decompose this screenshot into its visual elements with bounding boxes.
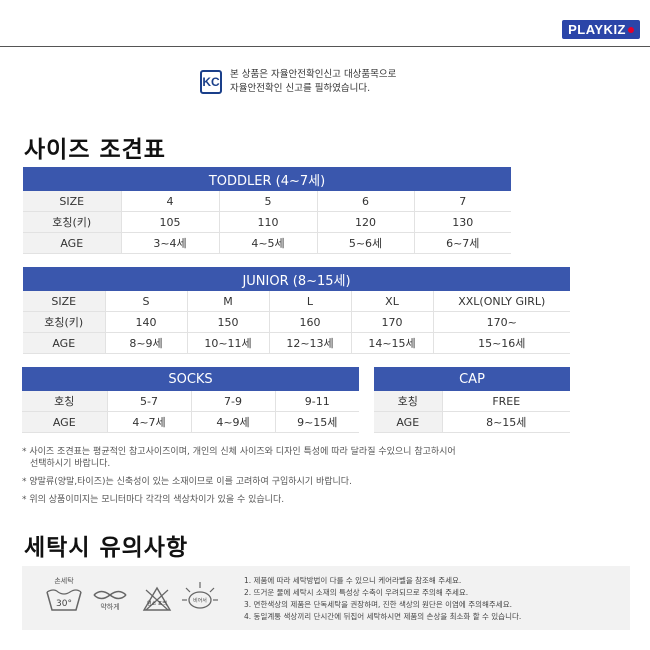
cell: 170: [350, 311, 433, 333]
junior-header: JUNIOR (8~15세): [23, 267, 570, 291]
junior-table: JUNIOR (8~15세) SIZE S M L XL XXL(ONLY GI…: [23, 267, 570, 354]
cell: 3~4세: [120, 232, 219, 254]
wash-label: 손세탁: [54, 577, 74, 585]
note-3: * 위의 상품이미지는 모니터마다 각각의 색상차이가 있을 수 있습니다.: [22, 495, 285, 505]
no-bleach-icon: 염소 표백: [142, 586, 172, 612]
kc-line-1: 본 상품은 자율안전확인신고 대상품목으로: [230, 69, 397, 80]
cell: 110: [218, 211, 317, 233]
table-row: 호칭 5-7 7-9 9-11: [22, 391, 359, 412]
cell: S: [104, 291, 187, 312]
cell: M: [186, 291, 269, 312]
cell: 4: [120, 191, 219, 212]
row-label: SIZE: [23, 191, 121, 212]
kc-mark-icon: KC: [200, 70, 222, 94]
table-row: 호칭 FREE: [374, 391, 570, 412]
table-row: 호칭(키) 105 110 120 130: [23, 211, 511, 233]
socks-table: SOCKS 호칭 5-7 7-9 9-11 AGE 4~7세 4~9세 9~15…: [22, 367, 359, 433]
cell: 120: [316, 211, 414, 233]
cell: 5-7: [106, 391, 191, 412]
cell: 150: [186, 311, 269, 333]
cell: 160: [268, 311, 351, 333]
cell: FREE: [441, 391, 570, 412]
socks-header: SOCKS: [22, 367, 359, 391]
dry-label: 비어서: [193, 597, 207, 604]
list-item: 3. 면한색상의 제품은 단독세탁을 권장하며, 진한 색상의 원단은 이염에 …: [244, 600, 512, 609]
table-row: 호칭(키) 140 150 160 170 170~: [23, 311, 570, 333]
row-label: 호칭(키): [23, 311, 105, 333]
row-label: 호칭(키): [23, 211, 121, 233]
toddler-header: TODDLER (4~7세): [23, 167, 511, 191]
row-label: AGE: [23, 232, 121, 254]
brand-logo[interactable]: PLAYKIZ: [562, 20, 640, 39]
table-row: AGE 8~15세: [374, 411, 570, 433]
cell: 12~13세: [268, 332, 351, 354]
note-2: * 양말류(양말,타이즈)는 신축성이 있는 소재이므로 이를 고려하여 구입하…: [22, 477, 352, 487]
note-1: * 사이즈 조견표는 평균적인 참고사이즈이며, 개인의 신체 사이즈와 디자인…: [22, 447, 456, 457]
cap-table: CAP 호칭 FREE AGE 8~15세: [374, 367, 570, 433]
size-chart-title: 사이즈 조견표: [24, 137, 166, 163]
note-1-cont: 선택하시기 바랍니다.: [30, 459, 111, 469]
cell: 105: [120, 211, 219, 233]
row-label: 호칭: [22, 391, 107, 412]
wash-temp: 30°: [56, 599, 72, 609]
cell: 5: [218, 191, 317, 212]
row-label: SIZE: [23, 291, 105, 312]
row-label: AGE: [23, 332, 105, 354]
table-row: SIZE S M L XL XXL(ONLY GIRL): [23, 291, 570, 312]
cell: 5~6세: [316, 232, 414, 254]
care-list: 1. 제품에 따라 세탁방법이 다를 수 있으니 케어라벨을 참조해 주세요. …: [244, 575, 521, 623]
cell: 6~7세: [413, 232, 511, 254]
hand-wash-icon: 손세탁 30°: [44, 576, 84, 614]
cell: 4~5세: [218, 232, 317, 254]
cell: XXL(ONLY GIRL): [432, 291, 570, 312]
cell: 170~: [432, 311, 570, 333]
list-item: 1. 제품에 따라 세탁방법이 다를 수 있으니 케어라벨을 참조해 주세요.: [244, 576, 462, 585]
list-item: 4. 동일계통 색상끼리 단시간에 뒤집어 세탁하시면 제품의 손상을 최소화 …: [244, 612, 522, 621]
kc-certification: KC 본 상품은 자율안전확인신고 대상품목으로 자율안전확인 신고를 필하였습…: [200, 68, 396, 96]
kc-line-2: 자율안전확인 신고를 필하였습니다.: [230, 83, 371, 94]
care-title: 세탁시 유의사항: [24, 535, 189, 561]
logo-dot-icon: [628, 27, 634, 33]
list-item: 2. 뜨거운 물에 세탁시 소재의 특성상 수축이 우려되므로 주의해 주세요.: [244, 588, 469, 597]
row-label: AGE: [22, 411, 107, 433]
cell: 4~9세: [190, 411, 275, 433]
cell: 130: [413, 211, 511, 233]
cell: 9~15세: [274, 411, 359, 433]
wring-label: 약하게: [100, 603, 120, 611]
wring-icon: 약하게: [92, 588, 128, 612]
cell: XL: [350, 291, 433, 312]
table-row: AGE 3~4세 4~5세 5~6세 6~7세: [23, 232, 511, 254]
bleach-label: 염소 표백: [147, 600, 167, 607]
dry-in-shade-icon: 비어서: [180, 580, 220, 616]
cell: 7-9: [190, 391, 275, 412]
cell: 14~15세: [350, 332, 433, 354]
cell: L: [268, 291, 351, 312]
row-label: 호칭: [374, 391, 442, 412]
cell: 140: [104, 311, 187, 333]
table-row: AGE 4~7세 4~9세 9~15세: [22, 411, 359, 433]
cell: 10~11세: [186, 332, 269, 354]
table-row: SIZE 4 5 6 7: [23, 191, 511, 212]
top-bar: PLAYKIZ: [0, 0, 650, 47]
toddler-table: TODDLER (4~7세) SIZE 4 5 6 7 호칭(키) 105 11…: [23, 167, 511, 254]
row-label: AGE: [374, 411, 442, 433]
cell: 8~9세: [104, 332, 187, 354]
cell: 4~7세: [106, 411, 191, 433]
cap-header: CAP: [374, 367, 570, 391]
cell: 8~15세: [441, 411, 570, 433]
size-notes: * 사이즈 조견표는 평균적인 참고사이즈이며, 개인의 신체 사이즈와 디자인…: [22, 446, 622, 512]
table-row: AGE 8~9세 10~11세 12~13세 14~15세 15~16세: [23, 332, 570, 354]
care-box: 손세탁 30° 약하게 염소 표백 비어서: [22, 566, 630, 630]
cell: 9-11: [274, 391, 359, 412]
cell: 7: [413, 191, 511, 212]
cell: 15~16세: [432, 332, 570, 354]
cell: 6: [316, 191, 414, 212]
